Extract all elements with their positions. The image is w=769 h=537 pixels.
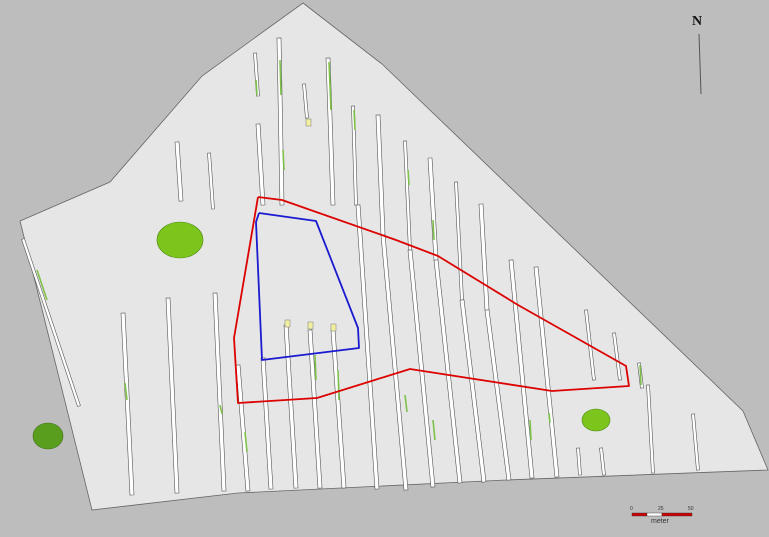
north-arrow-needle (698, 33, 702, 95)
tree-canopy-large (156, 221, 204, 259)
find-marker (307, 321, 314, 330)
archaeological-feature (244, 431, 248, 453)
archaeological-feature (639, 364, 642, 386)
scale-bar (631, 512, 693, 517)
trench (120, 312, 135, 496)
archaeological-feature (328, 61, 332, 111)
archaeological-feature (432, 419, 436, 441)
scale-tick-label: 50 (688, 506, 694, 512)
archaeological-feature (282, 149, 285, 171)
archaeological-feature (219, 404, 223, 415)
scale-unit-label: meter (651, 518, 669, 525)
archaeological-feature (548, 412, 551, 424)
archaeological-feature (337, 369, 340, 401)
archaeological-feature (279, 59, 282, 96)
red-survey-boundary (233, 196, 630, 404)
trench (255, 123, 266, 206)
trench (484, 309, 512, 481)
excavation-site-area (19, 2, 769, 511)
archaeological-feature (255, 79, 258, 96)
find-marker (284, 319, 291, 328)
north-arrow-label: N (692, 14, 703, 29)
archaeological-feature (407, 169, 410, 186)
archaeological-feature (36, 269, 48, 301)
archaeological-feature (353, 109, 356, 131)
trench (433, 259, 463, 484)
blue-inner-boundary (255, 212, 360, 361)
archaeological-feature (432, 219, 435, 241)
archaeological-feature (314, 354, 317, 381)
tree-canopy-right (581, 408, 611, 432)
trench (459, 299, 487, 483)
trench (307, 329, 323, 489)
find-marker (330, 323, 337, 332)
trench (691, 413, 700, 471)
trench (576, 447, 582, 476)
trench (260, 357, 274, 490)
excavation-trenches (21, 37, 700, 496)
trench (508, 259, 535, 479)
find-marker (305, 118, 312, 127)
trench (355, 204, 380, 490)
trench (276, 37, 285, 206)
trench (207, 152, 215, 210)
trench (174, 141, 184, 202)
trench (599, 447, 606, 476)
trench (407, 249, 436, 488)
trench (325, 57, 336, 206)
scale-tick-label: 0 (630, 506, 633, 512)
archaeological-feature (529, 419, 532, 441)
trench (302, 83, 309, 119)
tree-canopy-left (32, 422, 64, 450)
trench (212, 292, 227, 492)
trench (21, 238, 81, 407)
trench (533, 266, 560, 478)
archaeological-feature (124, 382, 128, 401)
trench (612, 332, 622, 381)
trench (235, 364, 251, 492)
trench (646, 384, 655, 474)
scale-tick-label: 25 (658, 506, 664, 512)
trench (165, 297, 180, 494)
archaeological-feature (404, 394, 408, 413)
